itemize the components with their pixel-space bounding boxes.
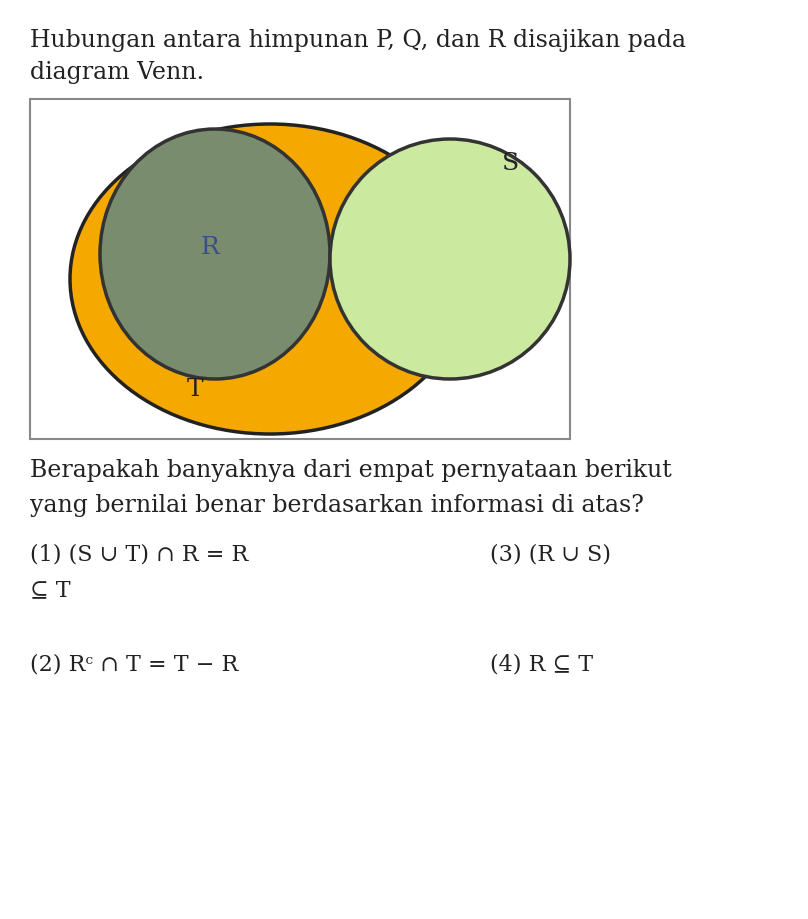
Text: (1) (S ∪ T) ∩ R = R: (1) (S ∪ T) ∩ R = R [30,544,248,566]
Ellipse shape [100,129,330,379]
Text: R: R [200,235,220,258]
Text: Hubungan antara himpunan P, Q, dan R disajikan pada: Hubungan antara himpunan P, Q, dan R dis… [30,29,686,52]
Text: (3) (R ∪ S): (3) (R ∪ S) [490,544,611,566]
Text: S: S [502,153,519,176]
Text: yang bernilai benar berdasarkan informasi di atas?: yang bernilai benar berdasarkan informas… [30,494,644,517]
Text: (4) R ⊆ T: (4) R ⊆ T [490,654,593,676]
Circle shape [330,139,570,379]
Text: Berapakah banyaknya dari empat pernyataan berikut: Berapakah banyaknya dari empat pernyataa… [30,459,671,482]
Ellipse shape [70,124,470,434]
Text: T: T [187,378,204,401]
Text: ⊆ T: ⊆ T [30,579,70,601]
Text: (2) Rᶜ ∩ T = T − R: (2) Rᶜ ∩ T = T − R [30,654,238,676]
Text: diagram Venn.: diagram Venn. [30,61,204,84]
FancyBboxPatch shape [30,99,570,439]
